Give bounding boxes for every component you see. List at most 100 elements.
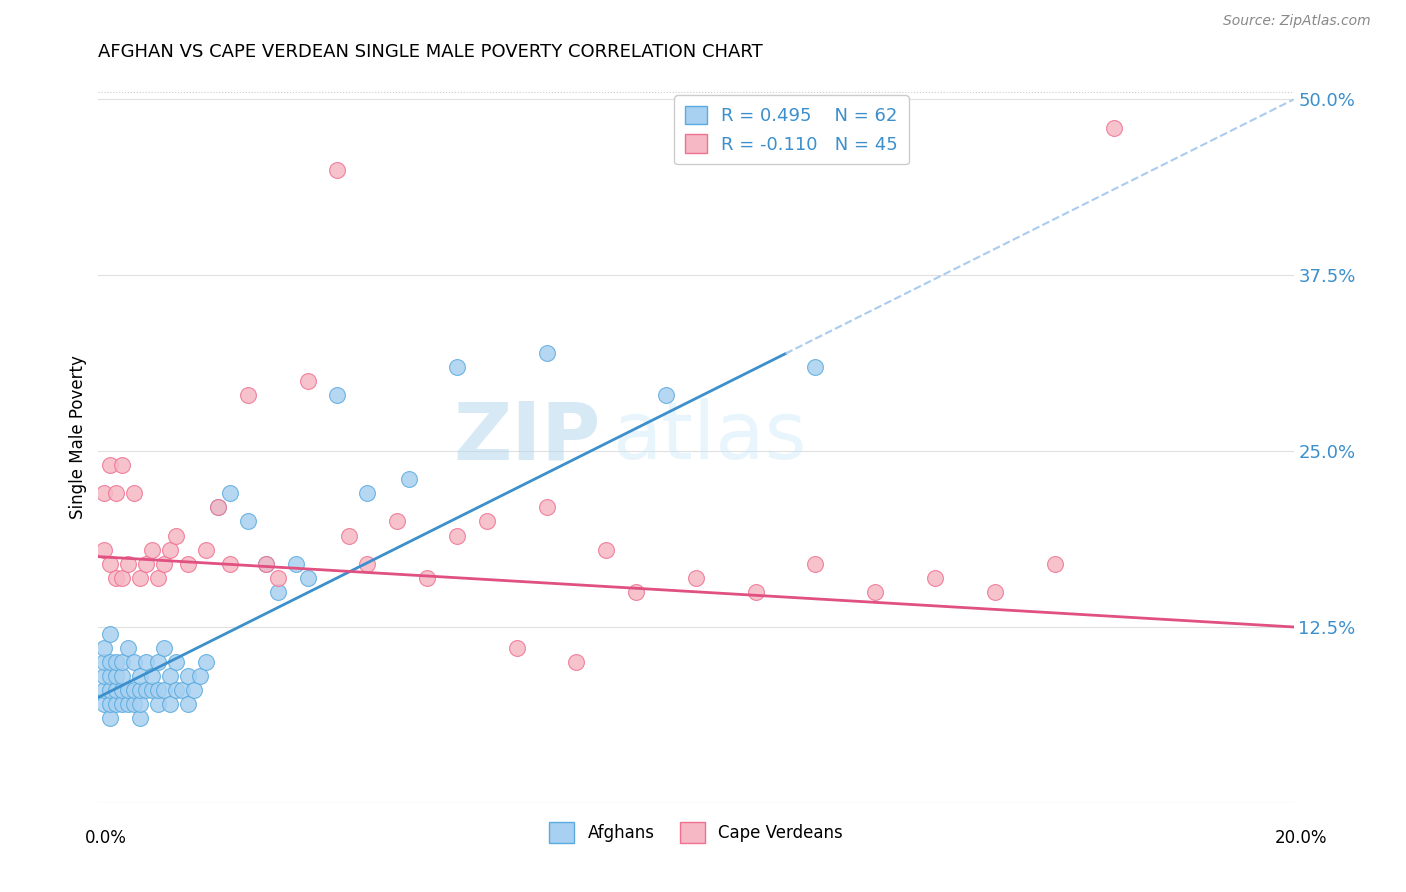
Point: [111, 458, 134, 473]
Point: [153, 641, 176, 656]
Point: [165, 683, 187, 698]
Point: [98, 683, 122, 698]
Point: [565, 655, 588, 669]
Point: [98, 458, 122, 473]
Point: [141, 669, 163, 683]
Point: [356, 557, 378, 571]
Point: [124, 683, 146, 698]
Point: [339, 528, 361, 542]
Point: [93, 669, 115, 683]
Point: [93, 698, 115, 712]
Point: [165, 528, 187, 542]
Point: [475, 515, 498, 529]
Point: [536, 345, 558, 359]
Point: [98, 655, 122, 669]
Text: 0.0%: 0.0%: [84, 829, 127, 847]
Point: [148, 698, 170, 712]
Point: [165, 655, 187, 669]
Point: [745, 584, 768, 599]
Point: [326, 162, 349, 177]
Point: [111, 698, 134, 712]
Point: [98, 627, 122, 641]
Point: [111, 571, 134, 585]
Point: [105, 669, 128, 683]
Point: [117, 641, 139, 656]
Point: [93, 655, 115, 669]
Point: [117, 698, 139, 712]
Point: [267, 584, 290, 599]
Point: [117, 683, 139, 698]
Point: [254, 557, 277, 571]
Point: [141, 683, 163, 698]
Point: [297, 571, 319, 585]
Point: [267, 571, 290, 585]
Point: [105, 486, 128, 500]
Text: 20.0%: 20.0%: [1274, 829, 1327, 847]
Point: [105, 571, 128, 585]
Point: [135, 655, 157, 669]
Point: [398, 472, 420, 486]
Point: [111, 655, 134, 669]
Point: [159, 669, 181, 683]
Point: [177, 669, 200, 683]
Point: [124, 698, 146, 712]
Point: [172, 683, 194, 698]
Point: [446, 359, 468, 374]
Text: atlas: atlas: [613, 398, 807, 476]
Point: [356, 486, 378, 500]
Point: [129, 683, 152, 698]
Point: [129, 669, 152, 683]
Point: [195, 655, 218, 669]
Point: [219, 557, 242, 571]
Point: [159, 698, 181, 712]
Point: [148, 571, 170, 585]
Point: [446, 528, 468, 542]
Point: [135, 557, 157, 571]
Point: [98, 557, 122, 571]
Point: [219, 486, 242, 500]
Y-axis label: Single Male Poverty: Single Male Poverty: [69, 355, 87, 519]
Point: [1043, 557, 1066, 571]
Point: [148, 683, 170, 698]
Point: [98, 669, 122, 683]
Point: [865, 584, 887, 599]
Point: [254, 557, 277, 571]
Point: [129, 571, 152, 585]
Point: [98, 698, 122, 712]
Point: [984, 584, 1007, 599]
Point: [177, 557, 200, 571]
Point: [129, 698, 152, 712]
Point: [183, 683, 205, 698]
Text: ZIP: ZIP: [453, 398, 600, 476]
Point: [93, 683, 115, 698]
Text: AFGHAN VS CAPE VERDEAN SINGLE MALE POVERTY CORRELATION CHART: AFGHAN VS CAPE VERDEAN SINGLE MALE POVER…: [98, 44, 763, 62]
Point: [626, 584, 648, 599]
Point: [236, 515, 259, 529]
Point: [924, 571, 946, 585]
Point: [141, 542, 163, 557]
Point: [177, 698, 200, 712]
Point: [1104, 120, 1126, 135]
Point: [117, 557, 139, 571]
Point: [124, 655, 146, 669]
Point: [284, 557, 307, 571]
Point: [195, 542, 218, 557]
Point: [236, 388, 259, 402]
Point: [506, 641, 529, 656]
Point: [207, 500, 229, 515]
Point: [93, 542, 115, 557]
Point: [153, 683, 176, 698]
Legend: Afghans, Cape Verdeans: Afghans, Cape Verdeans: [543, 815, 849, 849]
Point: [124, 486, 146, 500]
Point: [148, 655, 170, 669]
Point: [385, 515, 409, 529]
Point: [804, 359, 827, 374]
Point: [159, 542, 181, 557]
Point: [153, 557, 176, 571]
Point: [105, 655, 128, 669]
Point: [188, 669, 211, 683]
Point: [93, 641, 115, 656]
Point: [105, 683, 128, 698]
Point: [655, 388, 678, 402]
Point: [804, 557, 827, 571]
